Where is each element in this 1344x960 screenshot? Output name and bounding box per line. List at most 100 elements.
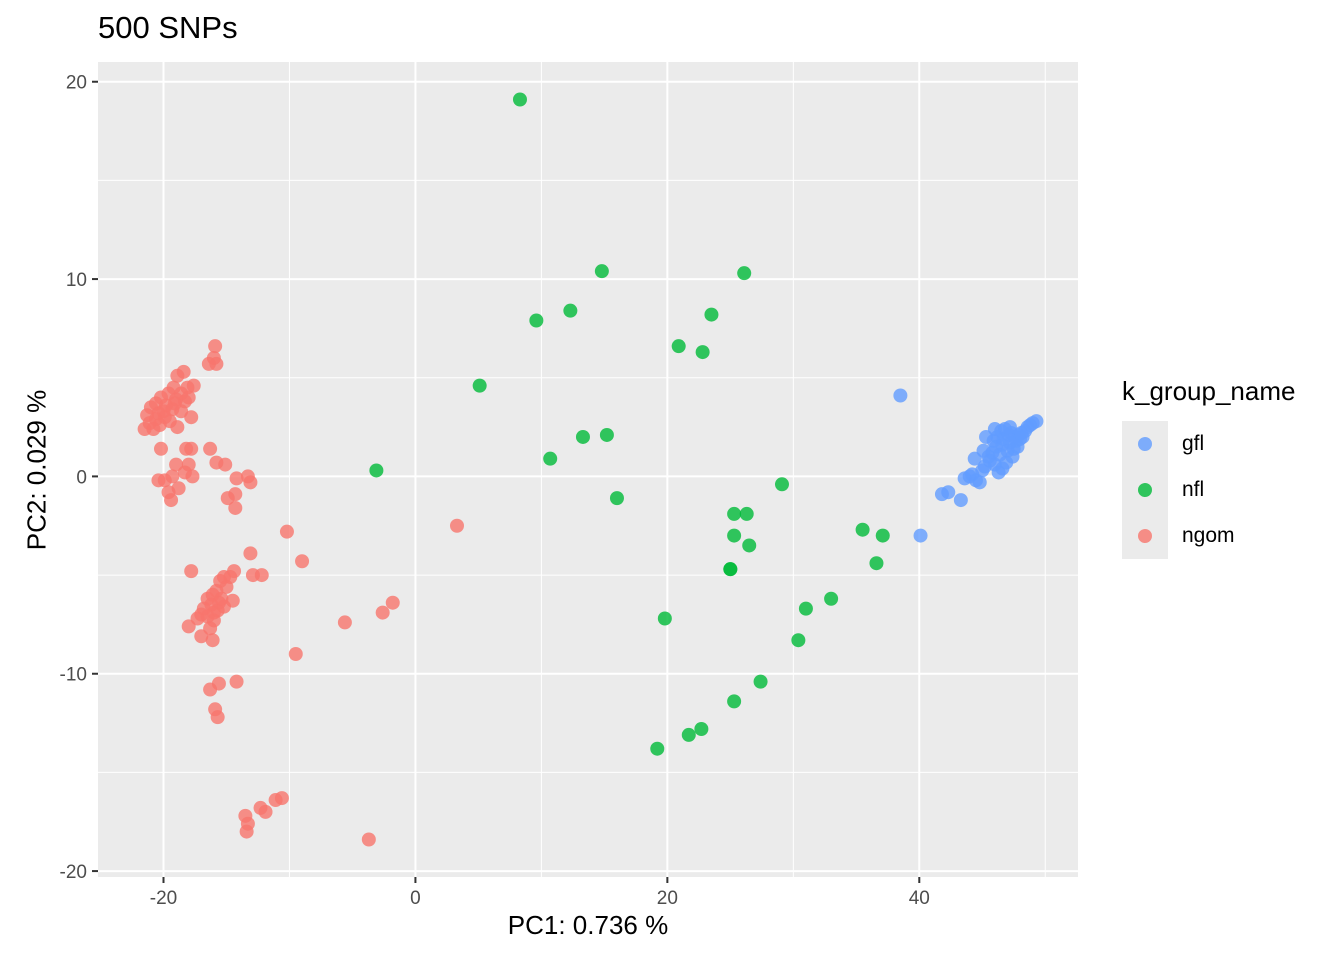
data-point-nfl bbox=[704, 307, 719, 322]
legend-item-nfl: nfl bbox=[1122, 467, 1295, 513]
data-point-gfl bbox=[893, 388, 908, 403]
y-tick-label: -20 bbox=[60, 862, 87, 883]
data-point-ngom bbox=[156, 404, 171, 419]
data-point-ngom bbox=[229, 674, 244, 689]
data-point-nfl bbox=[599, 427, 614, 442]
data-point-ngom bbox=[279, 524, 294, 539]
data-point-nfl bbox=[575, 429, 590, 444]
data-point-ngom bbox=[228, 500, 243, 515]
data-point-ngom bbox=[201, 356, 216, 371]
data-point-nfl bbox=[671, 339, 686, 354]
data-point-nfl bbox=[657, 611, 672, 626]
legend-marker-gfl bbox=[1138, 437, 1152, 451]
data-point-nfl bbox=[798, 601, 813, 616]
data-point-nfl bbox=[739, 506, 754, 521]
legend-key bbox=[1122, 467, 1168, 513]
data-point-ngom bbox=[167, 396, 182, 411]
chart-title: 500 SNPs bbox=[98, 10, 238, 45]
data-point-nfl bbox=[855, 522, 870, 537]
data-point-ngom bbox=[258, 804, 273, 819]
data-point-ngom bbox=[239, 824, 254, 839]
minor-gridlines bbox=[98, 62, 1078, 877]
data-point-gfl bbox=[987, 422, 1002, 437]
data-point-nfl bbox=[694, 721, 709, 736]
data-point-nfl bbox=[774, 477, 789, 492]
data-point-ngom bbox=[210, 710, 225, 725]
data-point-nfl bbox=[869, 556, 884, 571]
data-point-nfl bbox=[791, 633, 806, 648]
data-point-gfl bbox=[976, 443, 991, 458]
data-point-ngom bbox=[170, 420, 185, 435]
data-point-ngom bbox=[203, 441, 218, 456]
legend-title: k_group_name bbox=[1122, 376, 1296, 406]
data-point-nfl bbox=[737, 266, 752, 281]
axes: -20 0 20 40 -20 -10 0 10 20 bbox=[60, 73, 930, 909]
data-point-ngom bbox=[220, 491, 235, 506]
data-point-nfl bbox=[723, 562, 738, 577]
legend-key bbox=[1122, 513, 1168, 559]
data-point-ngom bbox=[205, 633, 220, 648]
legend: k_group_name gfl nfl ngom bbox=[1122, 376, 1295, 559]
data-point-ngom bbox=[295, 554, 310, 569]
data-point-ngom bbox=[203, 621, 218, 636]
data-point-ngom bbox=[184, 564, 199, 579]
data-point-ngom bbox=[157, 473, 172, 488]
data-point-nfl bbox=[727, 528, 742, 543]
data-point-ngom bbox=[214, 591, 229, 606]
data-point-ngom bbox=[375, 605, 390, 620]
x-tick-label: 20 bbox=[657, 888, 678, 909]
data-point-ngom bbox=[229, 471, 244, 486]
data-point-ngom bbox=[385, 595, 400, 610]
data-point-ngom bbox=[268, 793, 283, 808]
data-point-ngom bbox=[203, 682, 218, 697]
data-point-ngom bbox=[243, 475, 258, 490]
data-point-nfl bbox=[563, 303, 578, 318]
data-point-ngom bbox=[361, 832, 376, 847]
data-point-nfl bbox=[742, 538, 757, 553]
data-point-ngom bbox=[153, 441, 168, 456]
legend-label-ngom: ngom bbox=[1182, 524, 1235, 547]
data-point-gfl bbox=[913, 528, 928, 543]
data-point-nfl bbox=[875, 528, 890, 543]
data-point-gfl bbox=[995, 461, 1010, 476]
y-tick-label: 10 bbox=[66, 270, 87, 291]
data-point-nfl bbox=[529, 313, 544, 328]
data-point-ngom bbox=[184, 441, 199, 456]
data-point-nfl bbox=[650, 741, 665, 756]
data-point-gfl bbox=[972, 475, 987, 490]
data-point-nfl bbox=[824, 591, 839, 606]
data-point-gfl bbox=[941, 485, 956, 500]
data-point-ngom bbox=[449, 518, 464, 533]
data-points bbox=[137, 92, 1044, 847]
data-point-nfl bbox=[369, 463, 384, 478]
legend-item-ngom: ngom bbox=[1122, 513, 1295, 559]
x-tick-label: 0 bbox=[410, 888, 421, 909]
y-tick-label: 0 bbox=[76, 467, 87, 488]
legend-label-nfl: nfl bbox=[1182, 478, 1205, 501]
y-axis-label: PC2: 0.029 % bbox=[21, 389, 52, 551]
legend-label-gfl: gfl bbox=[1182, 432, 1205, 455]
data-point-ngom bbox=[218, 457, 233, 472]
data-point-ngom bbox=[185, 469, 200, 484]
y-tick-label: -10 bbox=[60, 665, 87, 686]
legend-key bbox=[1122, 421, 1168, 467]
x-axis-label: PC1: 0.736 % bbox=[507, 910, 669, 940]
x-tick-label: 40 bbox=[909, 888, 930, 909]
data-point-gfl bbox=[1029, 414, 1044, 429]
data-point-nfl bbox=[753, 674, 768, 689]
data-point-nfl bbox=[609, 491, 624, 506]
data-point-nfl bbox=[727, 506, 742, 521]
data-point-nfl bbox=[594, 264, 609, 279]
data-point-ngom bbox=[181, 619, 196, 634]
legend-marker-ngom bbox=[1138, 529, 1152, 543]
data-point-gfl bbox=[1014, 425, 1029, 440]
data-point-nfl bbox=[512, 92, 527, 107]
major-gridlines bbox=[98, 62, 1078, 877]
data-point-ngom bbox=[146, 422, 161, 437]
legend-keys: gfl nfl ngom bbox=[1122, 421, 1295, 559]
x-tick-label: -20 bbox=[150, 888, 177, 909]
data-point-nfl bbox=[681, 727, 696, 742]
y-tick-label: 20 bbox=[66, 73, 87, 94]
data-point-ngom bbox=[181, 390, 196, 405]
